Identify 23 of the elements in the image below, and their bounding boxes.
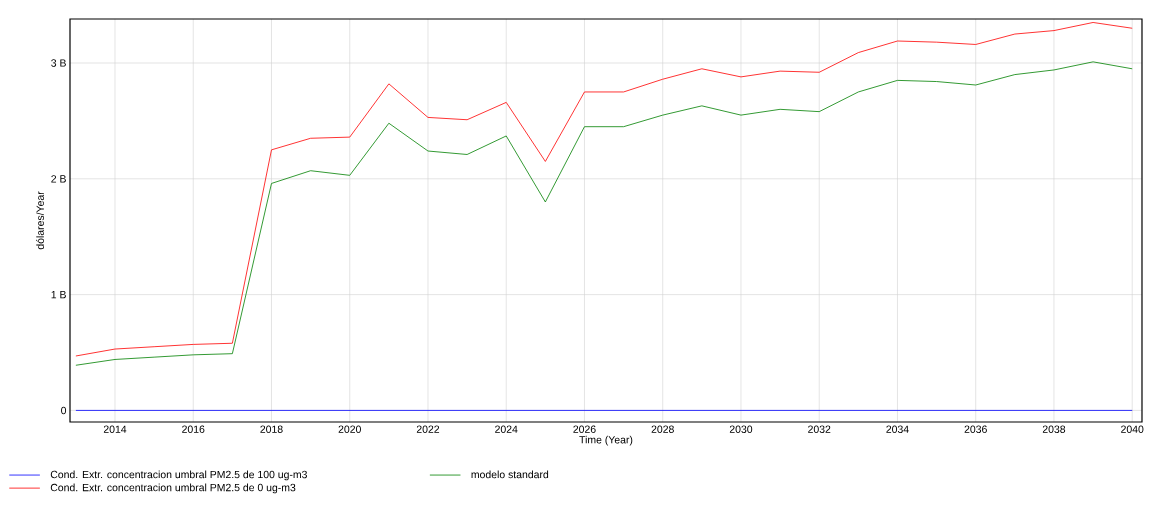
x-tick-label: 2030 <box>729 425 753 433</box>
y-tick-label: 2 B <box>51 175 66 183</box>
x-tick-label: 2036 <box>964 425 987 433</box>
x-axis-title: Time (Year) <box>579 435 633 446</box>
y-tick-label: 1 B <box>51 291 66 299</box>
x-tick-label: 2028 <box>651 425 674 433</box>
x-tick-label: 2014 <box>103 425 127 433</box>
legend-label: modelo standard <box>471 470 549 479</box>
y-tick-label: 3 B <box>51 59 66 67</box>
x-tick-label: 2026 <box>573 425 596 433</box>
legend-label: Cond. Extr. concentracion umbral PM2.5 de 0 ug-m3 <box>50 483 296 494</box>
x-tick-label: 2040 <box>1121 425 1144 433</box>
x-tick-label: 2016 <box>182 425 205 433</box>
x-tick-label: 2032 <box>808 425 831 433</box>
x-tick-label: 2038 <box>1042 425 1066 433</box>
x-tick-label: 2024 <box>495 425 518 433</box>
x-tick-label: 2018 <box>260 425 283 433</box>
x-tick-label: 2020 <box>338 425 361 433</box>
x-tick-label: 2034 <box>886 425 909 433</box>
legend-label: Cond. Extr. concentracion umbral PM2.5 de 100 ug-m3 <box>50 470 307 481</box>
x-tick-label: 2022 <box>416 425 440 433</box>
y-axis-title: dólares/Year <box>36 191 44 250</box>
y-tick-label: 0 <box>61 406 67 415</box>
